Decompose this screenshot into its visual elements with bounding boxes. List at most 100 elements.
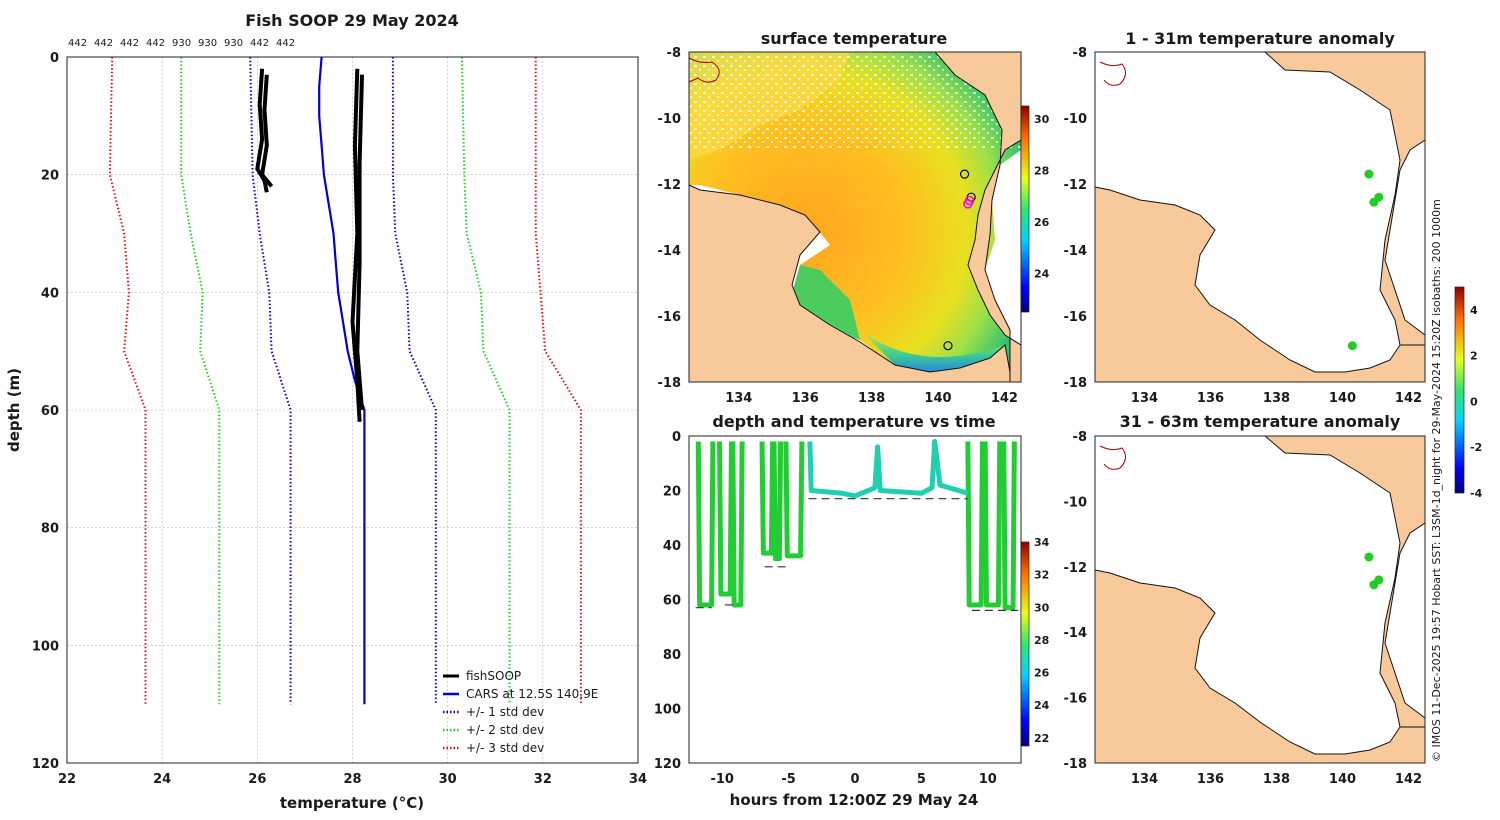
dvt-y-tick: 40 (663, 539, 681, 554)
anomaly-1-ticks: 134 136 138 140 142 -8 -10 -12 -14 -16 -18 (1064, 46, 1423, 406)
profile-top-label: 442 (120, 38, 139, 49)
profile-top-label: 930 (198, 38, 217, 49)
sst-y-tick: -18 (658, 376, 682, 391)
dvt-x-tick: 10 (979, 772, 997, 787)
profile-y-tick: 40 (41, 286, 59, 301)
profile-top-label: 930 (224, 38, 243, 49)
profile-top-label: 442 (68, 38, 87, 49)
anomaly-map-1: 1 - 31m temperature anomaly 134 136 138 140… (1064, 29, 1426, 406)
anomaly-1-y-tick: -12 (1064, 178, 1088, 193)
legend-label-std3: +/- 3 std dev (466, 741, 544, 755)
anomaly-1-point (1347, 341, 1357, 351)
sst-y-tick: -14 (658, 244, 682, 259)
dvt-x-tick: 0 (850, 772, 859, 787)
profile-line--1-std (391, 57, 437, 705)
anomaly-colorbar (1454, 286, 1465, 494)
anomaly-2-point (1369, 580, 1379, 590)
profile-line--2-std (460, 56, 511, 705)
anomaly-map-2: 31 - 63m temperature anomaly 134 136 138 14… (1064, 286, 1483, 787)
dvt-dive-profile (759, 441, 776, 556)
dvt-colorbar-tick: 32 (1034, 569, 1049, 582)
anomaly-1-y-tick: -16 (1064, 310, 1088, 325)
anomaly-2-y-tick: -14 (1064, 626, 1088, 641)
dvt-dive-profile (771, 441, 784, 562)
anomaly-2-point (1364, 552, 1374, 562)
dvt-colorbar-tick: 22 (1034, 732, 1049, 745)
sst-colorbar (1020, 105, 1030, 313)
dvt-dive-profile (730, 441, 745, 608)
anomaly-1-title: 1 - 31m temperature anomaly (1125, 29, 1395, 48)
anomaly-1-x-tick: 136 (1197, 391, 1224, 406)
dvt-y-tick: 0 (672, 430, 681, 445)
dvt-colorbar-tick: 26 (1034, 667, 1050, 680)
sst-land-west (688, 184, 1011, 383)
sst-highlight-marker (963, 199, 973, 209)
sst-markers (943, 169, 976, 351)
anomaly-1-x-tick: 134 (1131, 391, 1158, 406)
anomaly-2-x-tick: 136 (1197, 772, 1224, 787)
legend-label-std2: +/- 2 std dev (466, 723, 544, 737)
profile-y-tick: 80 (41, 522, 59, 537)
sst-colorbar-tick: 26 (1034, 216, 1050, 229)
anomaly-colorbar-tick: -2 (1470, 441, 1482, 454)
profile-top-label: 442 (276, 38, 295, 49)
profile-fishsoop-cast (355, 74, 364, 411)
profile-top-label: 442 (94, 38, 113, 49)
sst-colorbar-tick: 30 (1034, 113, 1050, 126)
sst-y-tick: -12 (658, 178, 682, 193)
sst-west-coast-band (790, 265, 860, 340)
profile-top-label: 930 (172, 38, 191, 49)
dvt-colorbar-tick: 34 (1034, 536, 1050, 549)
sst-cast-marker (959, 169, 970, 179)
anomaly-1-y-tick: -14 (1064, 244, 1088, 259)
dvt-colorbar-tick: 24 (1034, 699, 1050, 712)
sst-x-tick: 138 (858, 391, 885, 406)
profile-top-labels: 442 442 442 442 930 930 930 442 442 (68, 38, 295, 49)
anomaly-colorbar-tick: 0 (1470, 395, 1478, 408)
sst-colorbar-tick: 24 (1034, 267, 1050, 280)
dvt-colorbar (1020, 541, 1030, 747)
sst-y-tick: -16 (658, 310, 682, 325)
anomaly-1-point (1364, 169, 1374, 179)
profile-title: Fish SOOP 29 May 2024 (245, 11, 459, 30)
anomaly-1-x-tick: 140 (1329, 391, 1356, 406)
profile-x-tick: 22 (58, 772, 76, 787)
anomaly-2-points (1364, 552, 1384, 590)
dvt-y-tick: 60 (663, 594, 681, 609)
sst-x-tick: 142 (991, 391, 1018, 406)
sst-ticks: 134 136 138 140 142 -8 -10 -12 -14 -16 -18 (658, 46, 1018, 406)
profile-line--3-std (534, 57, 582, 705)
profile-x-tick: 32 (534, 772, 552, 787)
anomaly-2-title: 31 - 63m temperature anomaly (1120, 412, 1401, 431)
sst-coast-north (688, 57, 720, 83)
dvt-x-tick: -5 (781, 772, 795, 787)
dvt-dive-profile (717, 441, 734, 597)
sst-cloud-gaps (689, 52, 1021, 150)
sst-colorbar-ticks: 24 26 28 30 (1034, 113, 1050, 281)
dvt-series (695, 438, 1019, 612)
profile-ticks: 22 24 26 28 30 32 34 0 20 40 60 80 100 120 (32, 51, 647, 787)
sst-y-tick: -10 (658, 112, 682, 127)
anomaly-2-y-tick: -18 (1064, 757, 1088, 772)
profile-x-tick: 24 (153, 772, 171, 787)
anomaly-1-point (1369, 197, 1379, 207)
dvt-tow-track (807, 438, 969, 499)
profile-x-tick: 34 (629, 772, 647, 787)
anomaly-colorbar-tick: 4 (1470, 304, 1478, 317)
dvt-x-tick: 5 (917, 772, 926, 787)
profile-y-tick: 120 (32, 757, 59, 772)
dvt-dive-profile (982, 441, 1003, 608)
sst-x-tick: 136 (792, 391, 819, 406)
profile-legend: fishSOOP CARS at 12.5S 140.9E +/- 1 std … (443, 669, 598, 755)
profile-y-tick: 100 (32, 639, 59, 654)
sst-title: surface temperature (761, 29, 948, 48)
profile-x-label: temperature (°C) (280, 794, 424, 812)
profile-fishsoop-cast (259, 74, 274, 188)
profile-y-label: depth (m) (5, 368, 23, 452)
anomaly-2-x-tick: 140 (1329, 772, 1356, 787)
anomaly-2-x-tick: 138 (1263, 772, 1290, 787)
anomaly-2-frame (1094, 435, 1426, 764)
profile-grid (67, 57, 638, 763)
